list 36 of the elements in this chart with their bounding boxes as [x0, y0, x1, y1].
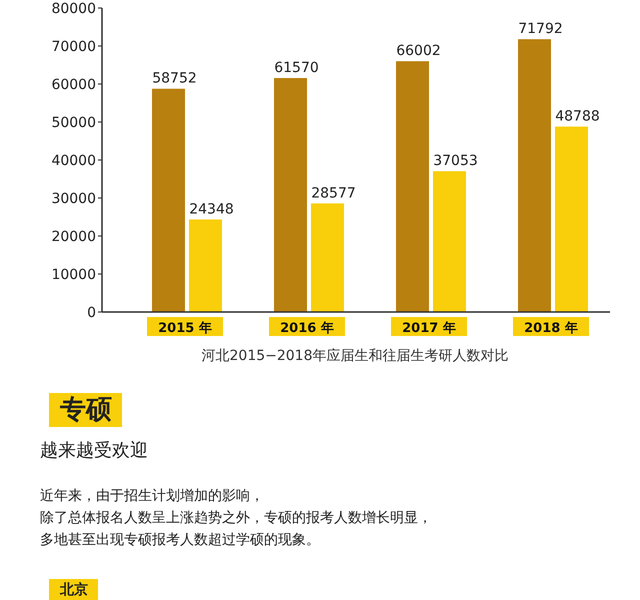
y-tick-label: 30000: [51, 191, 96, 207]
text: 河北2015−2018年应届生和往届生考研人数对比: [202, 348, 508, 364]
data-label: 58752: [152, 70, 197, 87]
data-label: 66002: [396, 43, 441, 60]
bar: [518, 39, 551, 312]
x-tick-label: 2016 年: [280, 321, 334, 336]
text: 专硕: [59, 395, 112, 425]
x-tick-label: 2018 年: [524, 321, 578, 336]
text: 多地甚至出现专硕报考人数超过学硕的现象。: [40, 532, 320, 548]
text: 除了总体报名人数呈上涨趋势之外，专硕的报考人数增长明显，: [40, 510, 432, 526]
bar: [189, 219, 222, 312]
y-tick-label: 50000: [51, 115, 96, 131]
text: 近年来，由于招生计划增加的影响，: [40, 488, 264, 504]
text: 北京: [59, 581, 88, 598]
bar: [555, 126, 588, 312]
data-label: 48788: [555, 108, 600, 125]
data-label: 24348: [189, 201, 234, 218]
bar: [274, 78, 307, 312]
y-tick-label: 70000: [51, 39, 96, 55]
x-tick-label: 2015 年: [158, 321, 212, 336]
data-label: 71792: [518, 21, 563, 38]
data-label: 28577: [311, 185, 356, 202]
data-label: 61570: [274, 60, 319, 76]
bar: [396, 61, 429, 312]
y-tick-label: 60000: [51, 77, 96, 93]
bar: [311, 203, 344, 312]
y-tick-label: 20000: [51, 229, 96, 245]
text: 越来越受欢迎: [40, 440, 148, 461]
y-tick-label: 0: [87, 305, 96, 321]
y-tick-label: 10000: [51, 267, 96, 283]
bar: [433, 171, 466, 312]
bar: [152, 88, 185, 312]
x-tick-label: 2017 年: [402, 321, 456, 336]
data-label: 37053: [433, 153, 478, 170]
y-tick-label: 80000: [51, 1, 96, 17]
y-tick-label: 40000: [51, 153, 96, 169]
